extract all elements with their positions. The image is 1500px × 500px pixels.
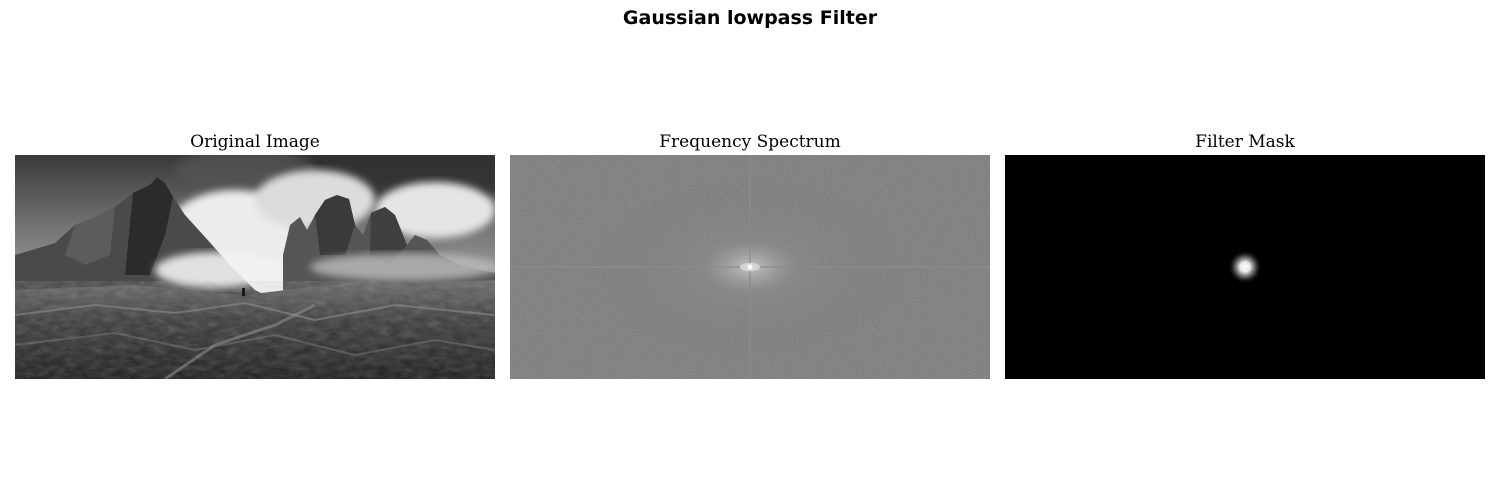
panel-title-original: Original Image [190,132,320,152]
panel-title-mask: Filter Mask [1195,132,1295,152]
panel-frequency-spectrum: Frequency Spectrum [510,130,990,379]
panel-filter-mask: Filter Mask [1005,130,1485,379]
figure-title: Gaussian lowpass Filter [622,7,878,29]
original-image [15,155,495,379]
panel-original-image: Original Image [15,130,495,379]
panel-title-spectrum: Frequency Spectrum [659,132,841,152]
filter-mask-image [1005,155,1485,379]
frequency-spectrum-image [510,155,990,379]
